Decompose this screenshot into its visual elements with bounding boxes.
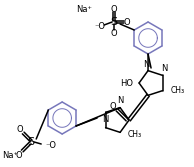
Text: S: S — [28, 137, 35, 147]
Text: Na⁺: Na⁺ — [76, 5, 92, 14]
Text: HO: HO — [120, 78, 133, 88]
Text: O: O — [17, 125, 23, 133]
Text: CH₃: CH₃ — [171, 86, 185, 95]
Text: O: O — [111, 29, 117, 38]
Text: O: O — [16, 150, 23, 159]
Text: ⁻O: ⁻O — [95, 22, 106, 31]
Text: N: N — [117, 96, 123, 105]
Text: N: N — [102, 115, 109, 124]
Text: N: N — [143, 60, 149, 69]
Text: S: S — [111, 17, 118, 27]
Text: O: O — [111, 5, 117, 14]
Text: N: N — [161, 64, 168, 73]
Text: O: O — [110, 102, 116, 111]
Text: O: O — [124, 18, 130, 27]
Text: ⁻O: ⁻O — [45, 140, 56, 149]
Text: Na⁺: Na⁺ — [2, 150, 18, 159]
Text: CH₃: CH₃ — [128, 130, 142, 139]
